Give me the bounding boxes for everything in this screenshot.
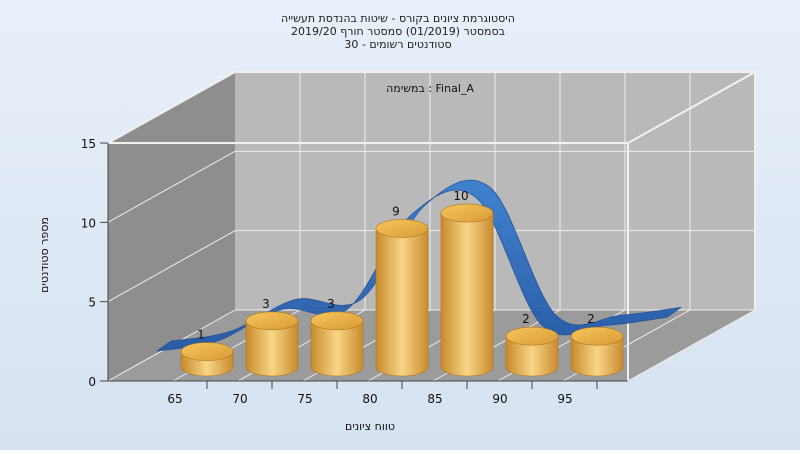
bar-body: [570, 335, 624, 377]
y-tick-label: 0: [88, 375, 96, 389]
y-tick-label: 15: [81, 137, 96, 151]
bar-90: [505, 326, 559, 377]
x-tick-label: 80: [362, 392, 377, 406]
data-label: 3: [327, 297, 335, 311]
data-label: 3: [262, 297, 270, 311]
gridline-side: [107, 150, 236, 223]
bar-top: [375, 219, 429, 238]
bar-top: [570, 326, 624, 346]
gridline-side: [107, 230, 236, 303]
trend-ribbon: [156, 179, 682, 352]
bar-top: [245, 311, 299, 331]
bars-group: [180, 203, 624, 377]
bar-body: [310, 320, 364, 377]
bar-85: [440, 203, 494, 377]
grid-lines: [107, 71, 756, 382]
chart-title-line-1: היסטוגרמת ציונים בקורס - שיטות בהנדסת תע…: [281, 12, 515, 25]
bar-top: [310, 311, 364, 331]
chart-title-line-2: בסמסטר (01/2019) סמסטר חורף 2019/20: [291, 25, 505, 38]
x-axis-label: טווח ציונים: [345, 420, 395, 433]
bar-top: [180, 342, 234, 361]
x-tick-label: 90: [492, 392, 507, 406]
bar-body: [440, 212, 494, 377]
data-labels-group: 1 3 3 9 10 2 2: [197, 189, 595, 342]
axis-ticks-group: 0 5 10 15 65 70 75 80 85 90 95: [81, 137, 628, 406]
bar-body: [505, 335, 559, 377]
x-tick-label: 95: [557, 392, 572, 406]
x-tick-label: 85: [427, 392, 442, 406]
y-axis-label: מספר סטודנטים: [38, 217, 51, 293]
bar-75: [310, 311, 364, 377]
data-label: 2: [522, 312, 530, 326]
bar-80: [375, 219, 429, 377]
bar-95: [570, 326, 624, 377]
gridline-side: [107, 71, 236, 144]
assignment-label: במשימה : Final_A: [386, 82, 474, 95]
bar-top: [440, 203, 494, 223]
data-label: 1: [197, 328, 205, 342]
bar-body: [245, 320, 299, 377]
data-label: 9: [392, 204, 400, 218]
bar-top: [505, 326, 559, 346]
gridline-floor: [627, 309, 756, 382]
bar-65: [180, 342, 234, 377]
y-tick-label: 5: [88, 296, 96, 310]
y-tick-label: 10: [81, 216, 96, 230]
bar-body: [375, 228, 429, 377]
x-tick-label: 75: [297, 392, 312, 406]
chart-title-line-3: 30 - סטודנטים רשומים: [344, 38, 451, 51]
bar-70: [245, 311, 299, 377]
x-tick-label: 65: [167, 392, 182, 406]
side-wall: [108, 72, 235, 381]
x-tick-label: 70: [232, 392, 247, 406]
data-label: 10: [453, 189, 468, 203]
trend-curve: [156, 179, 682, 352]
data-label: 2: [587, 312, 595, 326]
